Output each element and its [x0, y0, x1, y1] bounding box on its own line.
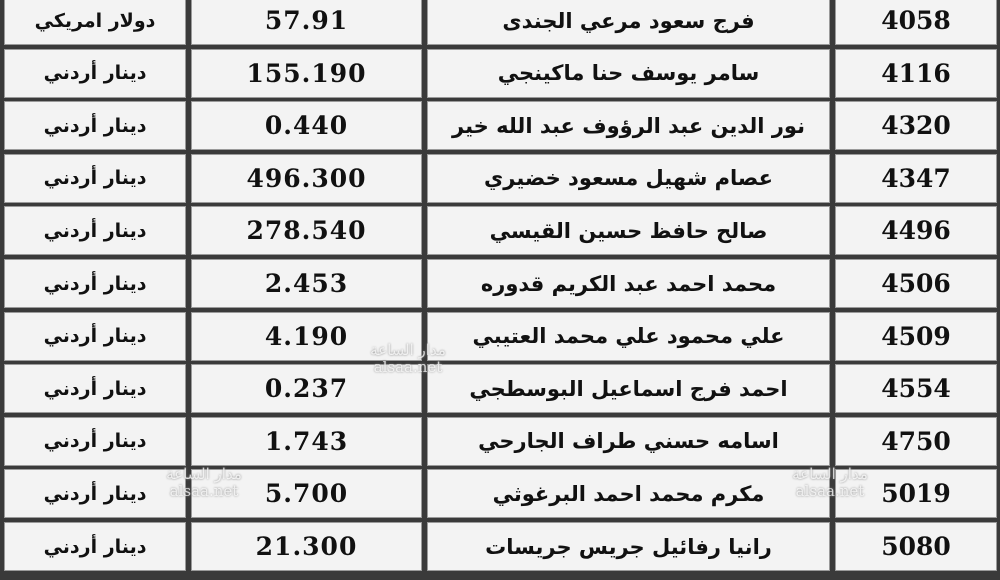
amount-cell: 21.300	[191, 522, 422, 571]
id-cell: 4554	[835, 364, 997, 414]
amount-cell: 0.440	[191, 101, 422, 151]
name-cell: فرج سعود مرعي الجندى	[427, 0, 830, 45]
watermark-site: alsaa.net	[373, 357, 443, 376]
amount-cell: 4.190	[191, 311, 422, 361]
table-row: دينار أردني 496.300 عصام شهيل مسعود خضيري 4…	[0, 153, 1000, 203]
currency-cell: دينار أردني	[4, 522, 186, 571]
id-cell: 4116	[835, 48, 997, 98]
watermark-arabic: مدار الساعة	[370, 341, 446, 359]
id-cell: 5019	[835, 469, 997, 519]
name-cell: محمد احمد عبد الكريم قدوره	[427, 259, 830, 308]
name-cell: سامر يوسف حنا ماكينجي	[427, 48, 830, 98]
name-cell: اسامه حسني طراف الجارحي	[427, 416, 830, 466]
table-row: دينار أردني 2.453 محمد احمد عبد الكريم قدو…	[0, 259, 1000, 308]
currency-cell: دينار أردني	[4, 469, 186, 519]
watermark-arabic: مدار الساعة	[166, 465, 242, 483]
watermark-arabic: مدار الساعة	[792, 465, 868, 483]
amount-cell: 1.743	[191, 416, 422, 466]
amount-cell: 496.300	[191, 153, 422, 203]
name-cell: علي محمود علي محمد العتيبي	[427, 311, 830, 361]
amount-cell: 278.540	[191, 206, 422, 256]
id-cell: 4347	[835, 153, 997, 203]
currency-cell: دولار امريكي	[4, 0, 186, 45]
name-cell: صالح حافظ حسين القيسي	[427, 206, 830, 256]
watermark: مدار الساعة alsaa.net	[788, 466, 872, 499]
table-row: دينار أردني 21.300 رانيا رفائيل جريس جريسا…	[0, 522, 1000, 571]
watermark-site: alsaa.net	[169, 481, 239, 500]
id-cell: 4058	[835, 0, 997, 45]
name-cell: نور الدين عبد الرؤوف عبد الله خير	[427, 101, 830, 151]
table-row: دينار أردني 278.540 صالح حافظ حسين القيسي 4…	[0, 206, 1000, 256]
watermark: مدار الساعة alsaa.net	[162, 466, 246, 499]
currency-cell: دينار أردني	[4, 416, 186, 466]
table-row: دينار أردني 5.700 مكرم محمد احمد البرغوثي 5…	[0, 469, 1000, 519]
currency-cell: دينار أردني	[4, 153, 186, 203]
currency-cell: دينار أردني	[4, 364, 186, 414]
currency-cell: دينار أردني	[4, 48, 186, 98]
amount-cell: 155.190	[191, 48, 422, 98]
currency-cell: دينار أردني	[4, 311, 186, 361]
currency-cell: دينار أردني	[4, 259, 186, 308]
table-row: دينار أردني 155.190 سامر يوسف حنا ماكينجي 4…	[0, 48, 1000, 98]
table-row: دينار أردني 0.237 احمد فرج اسماعيل البوسطج…	[0, 364, 1000, 414]
name-cell: احمد فرج اسماعيل البوسطجي	[427, 364, 830, 414]
name-cell: عصام شهيل مسعود خضيري	[427, 153, 830, 203]
id-cell: 4509	[835, 311, 997, 361]
amount-cell: 57.91	[191, 0, 422, 45]
table-row: دينار أردني 1.743 اسامه حسني طراف الجارحي 4…	[0, 416, 1000, 466]
watermark-site: alsaa.net	[795, 481, 865, 500]
amount-cell: 0.237	[191, 364, 422, 414]
id-cell: 4320	[835, 101, 997, 151]
watermark: مدار الساعة alsaa.net	[366, 342, 450, 375]
name-cell: مكرم محمد احمد البرغوثي	[427, 469, 830, 519]
id-cell: 4750	[835, 416, 997, 466]
currency-cell: دينار أردني	[4, 101, 186, 151]
currency-cell: دينار أردني	[4, 206, 186, 256]
table-row: دينار أردني 0.440 نور الدين عبد الرؤوف عبد…	[0, 101, 1000, 151]
name-cell: رانيا رفائيل جريس جريسات	[427, 522, 830, 571]
id-cell: 5080	[835, 522, 997, 571]
amount-cell: 2.453	[191, 259, 422, 308]
id-cell: 4506	[835, 259, 997, 308]
table-row: دولار امريكي 57.91 فرج سعود مرعي الجندى 405…	[0, 0, 1000, 45]
amount-cell: 5.700	[191, 469, 422, 519]
id-cell: 4496	[835, 206, 997, 256]
table-row: دينار أردني 4.190 علي محمود علي محمد العتي…	[0, 311, 1000, 361]
